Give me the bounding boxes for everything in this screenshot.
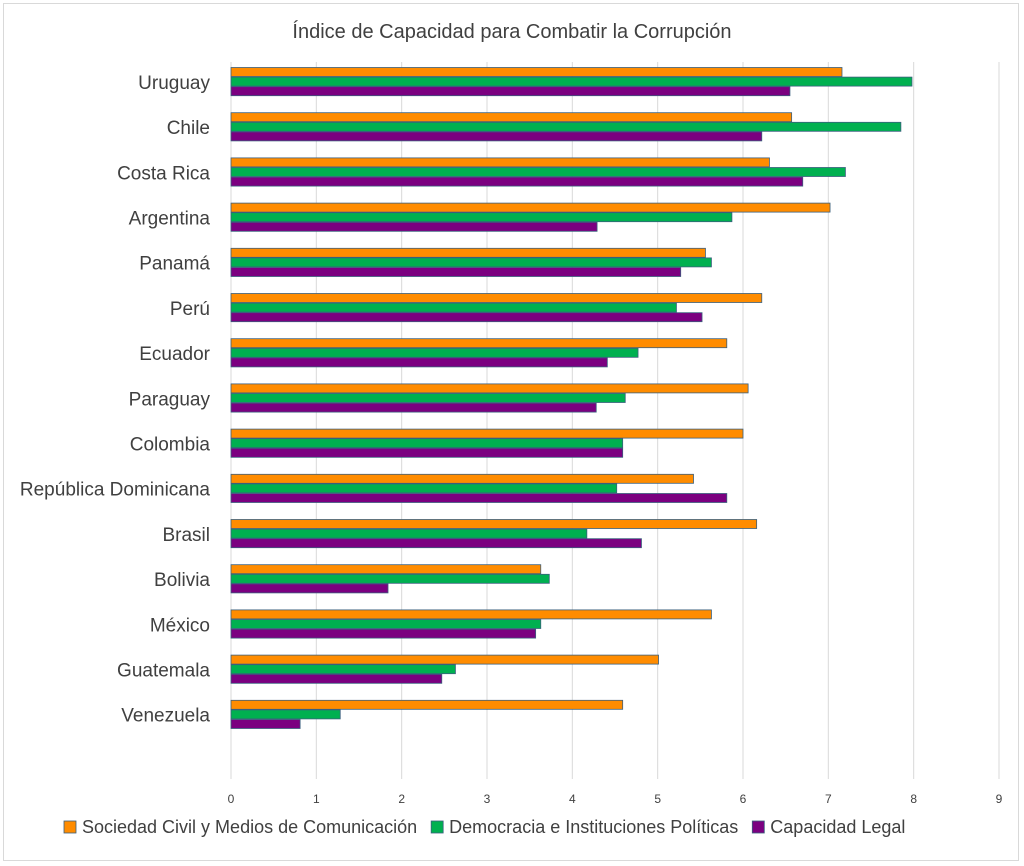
bar (230, 654, 659, 665)
bar (230, 257, 712, 268)
bar (230, 673, 443, 684)
bar (230, 709, 341, 720)
bar (230, 719, 301, 729)
x-tick-label: 4 (569, 792, 576, 806)
category-label: Venezuela (121, 706, 210, 727)
legend-swatch (63, 820, 77, 834)
category-label: Guatemala (117, 661, 210, 682)
x-tick-label: 6 (740, 792, 747, 806)
bar (230, 221, 598, 232)
x-tick-label: 0 (228, 792, 235, 806)
legend-swatch (751, 820, 765, 834)
legend: Sociedad Civil y Medios de Comunicación D… (63, 817, 905, 837)
bar (230, 131, 763, 142)
bar (230, 402, 597, 413)
bar-chart: Índice de Capacidad para Combatir la Cor… (20, 20, 1003, 837)
bar (230, 573, 550, 584)
bar (230, 293, 763, 303)
bar (230, 212, 733, 223)
bar (230, 167, 846, 177)
category-label: Brasil (162, 525, 210, 546)
legend-label: Democracia e Instituciones Políticas (449, 817, 738, 837)
x-tick-label: 5 (654, 792, 661, 806)
category-label: Perú (170, 299, 210, 320)
bar (230, 312, 703, 323)
bar (230, 302, 677, 313)
legend-swatch (430, 820, 444, 834)
bar (230, 383, 749, 394)
chart-frame: Índice de Capacidad para Combatir la Cor… (3, 3, 1019, 861)
bar (230, 519, 758, 529)
chart-title: Índice de Capacidad para Combatir la Cor… (292, 20, 731, 43)
x-tick-label: 3 (484, 792, 491, 806)
x-tick-label: 8 (910, 792, 917, 806)
bar (230, 157, 770, 168)
bar (230, 609, 712, 620)
bar (230, 619, 542, 629)
category-label: Colombia (130, 435, 211, 456)
x-tick-label: 1 (313, 792, 320, 806)
category-label: Panamá (139, 254, 210, 275)
bar (230, 583, 389, 594)
bar (230, 447, 624, 458)
bar (230, 428, 744, 439)
bar (230, 438, 624, 449)
category-label: Costa Rica (117, 163, 210, 184)
x-tick-label: 7 (825, 792, 832, 806)
category-labels: Uruguay Chile Costa Rica Argentina Panamá Per… (20, 73, 211, 727)
x-axis-ticks: 0 1 2 3 4 5 6 7 8 9 (228, 792, 1003, 806)
category-label: Argentina (129, 209, 211, 230)
bar (230, 112, 793, 123)
bar (230, 176, 804, 187)
category-label: Bolivia (154, 570, 210, 591)
category-label: México (150, 615, 210, 636)
x-tick-label: 9 (996, 792, 1003, 806)
bar (230, 664, 456, 675)
bar (230, 121, 902, 132)
bar (230, 338, 728, 349)
bar (230, 357, 608, 368)
bar (230, 67, 843, 77)
category-label: Uruguay (138, 73, 210, 94)
category-label: Paraguay (129, 389, 211, 410)
category-label: Chile (167, 118, 210, 139)
legend-label: Sociedad Civil y Medios de Comunicación (82, 817, 417, 837)
bars (230, 67, 913, 729)
bar (230, 699, 624, 710)
category-label: República Dominicana (20, 480, 211, 501)
bar (230, 202, 831, 213)
bar (230, 347, 639, 358)
bar (230, 76, 913, 87)
bar (230, 493, 728, 503)
bar (230, 564, 542, 575)
bar (230, 393, 626, 403)
bar (230, 628, 537, 639)
bar (230, 247, 706, 258)
bar (230, 86, 791, 97)
bar (230, 267, 682, 277)
category-label: Ecuador (139, 344, 210, 365)
bar (230, 538, 642, 549)
legend-label: Capacidad Legal (770, 817, 905, 837)
bar (230, 528, 588, 539)
bar (230, 473, 694, 484)
x-tick-label: 2 (398, 792, 405, 806)
bar (230, 483, 618, 494)
